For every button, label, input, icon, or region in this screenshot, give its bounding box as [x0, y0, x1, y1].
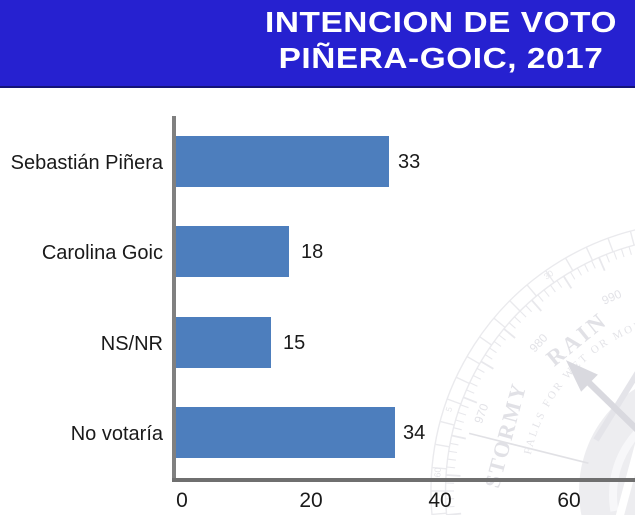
svg-text:970: 970	[471, 401, 491, 425]
svg-text:990: 990	[600, 287, 624, 308]
svg-text:STORMY: STORMY	[479, 379, 531, 490]
svg-text:960: 960	[432, 467, 443, 483]
svg-text:5: 5	[443, 405, 454, 413]
svg-text:30: 30	[542, 268, 556, 282]
